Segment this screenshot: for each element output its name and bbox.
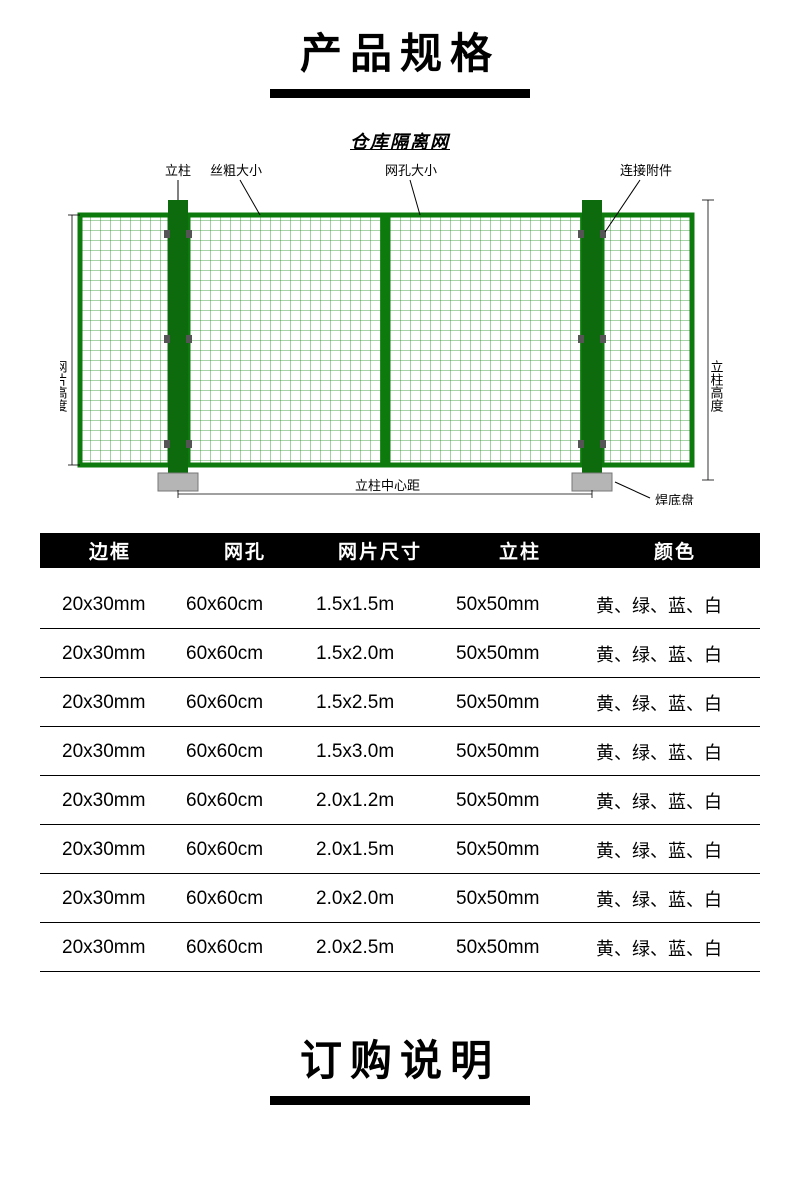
spec-table: 边框 网孔 网片尺寸 立柱 颜色 20x30mm60x60cm1.5x1.5m5… xyxy=(40,533,760,972)
table-cell: 50x50mm xyxy=(450,629,590,678)
table-cell: 60x60cm xyxy=(180,825,310,874)
label-base: 焊底盘 xyxy=(655,493,694,505)
table-cell: 2.0x1.2m xyxy=(310,776,450,825)
fence-diagram: 仓库隔离网 xyxy=(60,128,740,505)
table-cell: 1.5x2.0m xyxy=(310,629,450,678)
th-post: 立柱 xyxy=(450,533,590,568)
table-cell: 20x30mm xyxy=(40,776,180,825)
table-cell: 50x50mm xyxy=(450,874,590,923)
table-cell: 2.0x1.5m xyxy=(310,825,450,874)
diagram-title: 仓库隔离网 xyxy=(60,128,740,154)
label-panel-h: 网片高度 xyxy=(60,360,68,412)
table-cell: 20x30mm xyxy=(40,825,180,874)
th-frame: 边框 xyxy=(40,533,180,568)
spec-table-body: 20x30mm60x60cm1.5x1.5m50x50mm黄、绿、蓝、白20x3… xyxy=(40,568,760,972)
table-cell: 黄、绿、蓝、白 xyxy=(590,825,760,874)
label-wire: 丝粗大小 xyxy=(210,163,262,178)
fence-svg: 立柱 丝粗大小 网孔大小 连接附件 焊底盘 网片高度 立柱高度 立柱中心距 xyxy=(60,160,740,505)
table-row: 20x30mm60x60cm1.5x2.0m50x50mm黄、绿、蓝、白 xyxy=(40,629,760,678)
label-center: 立柱中心距 xyxy=(355,478,420,493)
table-row: 20x30mm60x60cm1.5x2.5m50x50mm黄、绿、蓝、白 xyxy=(40,678,760,727)
table-row: 20x30mm60x60cm1.5x3.0m50x50mm黄、绿、蓝、白 xyxy=(40,727,760,776)
table-cell: 60x60cm xyxy=(180,629,310,678)
table-cell: 2.0x2.5m xyxy=(310,923,450,972)
table-cell: 1.5x2.5m xyxy=(310,678,450,727)
table-cell: 60x60cm xyxy=(180,923,310,972)
table-cell: 60x60cm xyxy=(180,727,310,776)
table-cell: 50x50mm xyxy=(450,825,590,874)
table-cell: 20x30mm xyxy=(40,727,180,776)
table-cell: 黄、绿、蓝、白 xyxy=(590,874,760,923)
table-cell: 50x50mm xyxy=(450,776,590,825)
table-row: 20x30mm60x60cm2.0x1.5m50x50mm黄、绿、蓝、白 xyxy=(40,825,760,874)
label-conn: 连接附件 xyxy=(620,163,672,178)
table-row: 20x30mm60x60cm2.0x2.0m50x50mm黄、绿、蓝、白 xyxy=(40,874,760,923)
table-row: 20x30mm60x60cm1.5x1.5m50x50mm黄、绿、蓝、白 xyxy=(40,568,760,629)
table-row: 20x30mm60x60cm2.0x1.2m50x50mm黄、绿、蓝、白 xyxy=(40,776,760,825)
table-cell: 60x60cm xyxy=(180,874,310,923)
order-title-underline xyxy=(270,1096,530,1105)
table-cell: 50x50mm xyxy=(450,727,590,776)
table-cell: 20x30mm xyxy=(40,678,180,727)
th-panel: 网片尺寸 xyxy=(310,533,450,568)
order-title: 订购说明 xyxy=(0,1027,800,1088)
table-cell: 2.0x2.0m xyxy=(310,874,450,923)
table-header-row: 边框 网孔 网片尺寸 立柱 颜色 xyxy=(40,533,760,568)
th-color: 颜色 xyxy=(590,533,760,568)
table-row: 20x30mm60x60cm2.0x2.5m50x50mm黄、绿、蓝、白 xyxy=(40,923,760,972)
table-cell: 黄、绿、蓝、白 xyxy=(590,629,760,678)
table-cell: 20x30mm xyxy=(40,874,180,923)
table-cell: 50x50mm xyxy=(450,923,590,972)
spec-title: 产品规格 xyxy=(0,0,800,81)
table-cell: 黄、绿、蓝、白 xyxy=(590,568,760,629)
table-cell: 50x50mm xyxy=(450,568,590,629)
table-cell: 60x60cm xyxy=(180,678,310,727)
table-cell: 20x30mm xyxy=(40,568,180,629)
table-cell: 20x30mm xyxy=(40,629,180,678)
label-post-h: 立柱高度 xyxy=(709,360,724,412)
table-cell: 黄、绿、蓝、白 xyxy=(590,776,760,825)
table-cell: 黄、绿、蓝、白 xyxy=(590,727,760,776)
table-cell: 1.5x3.0m xyxy=(310,727,450,776)
table-cell: 60x60cm xyxy=(180,568,310,629)
spec-title-underline xyxy=(270,89,530,98)
table-cell: 60x60cm xyxy=(180,776,310,825)
table-cell: 黄、绿、蓝、白 xyxy=(590,923,760,972)
table-cell: 50x50mm xyxy=(450,678,590,727)
th-mesh: 网孔 xyxy=(180,533,310,568)
table-cell: 1.5x1.5m xyxy=(310,568,450,629)
table-cell: 20x30mm xyxy=(40,923,180,972)
label-post: 立柱 xyxy=(165,163,191,178)
table-cell: 黄、绿、蓝、白 xyxy=(590,678,760,727)
label-mesh: 网孔大小 xyxy=(385,163,437,178)
